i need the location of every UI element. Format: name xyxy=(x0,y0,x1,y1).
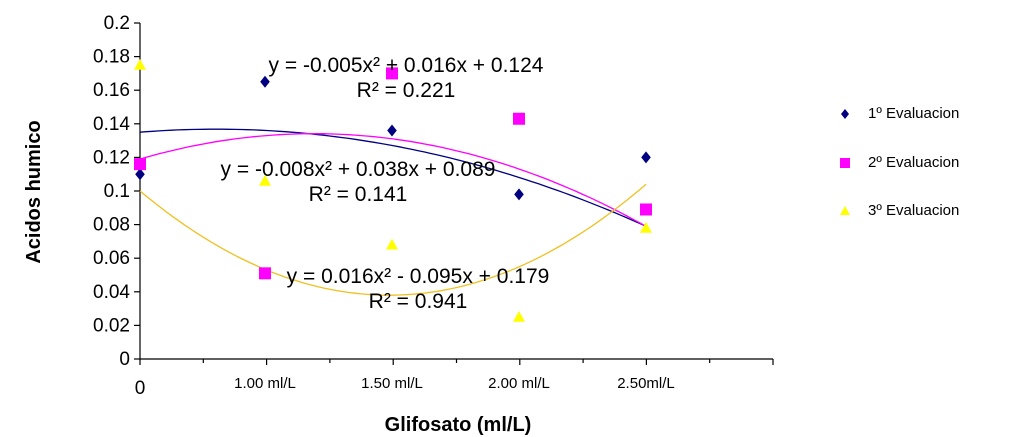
data-point-series-2 xyxy=(386,67,398,80)
data-point-series-3 xyxy=(259,174,271,186)
trendline-series-2 xyxy=(139,133,647,227)
trend-equation-series-3: y = 0.016x² - 0.095x + 0.179 xyxy=(287,265,550,288)
data-point-series-3 xyxy=(386,238,398,250)
data-point-series-1 xyxy=(514,188,524,201)
data-point-series-1 xyxy=(135,168,145,181)
data-point-series-2 xyxy=(513,112,525,125)
data-point-series-3 xyxy=(513,311,525,322)
data-point-series-3 xyxy=(134,59,146,70)
legend: 1º Evaluacion 2º Evaluacion 3º Evaluacion xyxy=(840,105,959,219)
data-points xyxy=(134,59,652,322)
y-tick-label: 0.14 xyxy=(93,114,130,135)
trend-r2-series-1: R² = 0.221 xyxy=(357,79,456,102)
y-tick-label: 0 xyxy=(119,349,130,370)
trend-r2-series-2: R² = 0.141 xyxy=(309,183,408,206)
axes: 0 0.02 0.04 0.06 0.08 0.1 0.12 0.14 0.16 0.18 0.2 0… xyxy=(23,13,774,436)
x-tick-label: 2.00 ml/L xyxy=(488,375,550,392)
data-point-series-2 xyxy=(134,158,146,171)
y-axis-title: Acidos humico xyxy=(23,120,45,263)
trend-equation-series-2: y = -0.008x² + 0.038x + 0.089 xyxy=(221,158,496,181)
legend-label-series-3: 3º Evaluacion xyxy=(868,202,959,219)
data-point-series-1 xyxy=(641,151,651,164)
data-point-series-1 xyxy=(260,75,270,88)
trendlines xyxy=(139,128,647,296)
trend-r2-series-3: R² = 0.941 xyxy=(369,290,468,313)
y-tick-label: 0.06 xyxy=(93,248,130,269)
data-point-series-2 xyxy=(259,267,271,280)
data-point-series-3 xyxy=(640,221,652,233)
x-axis-title: Glifosato (ml/L) xyxy=(385,414,532,436)
legend-label-series-2: 2º Evaluacion xyxy=(868,154,959,171)
y-tick-label: 0.04 xyxy=(93,282,130,303)
x-tick-label: 1.00 ml/L xyxy=(234,375,296,392)
y-tick-label: 0.1 xyxy=(104,181,130,202)
y-tick-label: 0.2 xyxy=(104,13,130,34)
y-tick-label: 0.16 xyxy=(93,80,130,101)
y-tick-label: 0.18 xyxy=(93,47,130,68)
trend-equation-series-1: y = -0.005x² + 0.016x + 0.124 xyxy=(269,54,544,77)
legend-label-series-1: 1º Evaluacion xyxy=(868,105,959,122)
x-tick-label: 1.50 ml/L xyxy=(361,375,423,392)
y-tick-label: 0.12 xyxy=(93,147,130,168)
y-tick-label: 0.02 xyxy=(93,315,130,336)
trendline-series-3 xyxy=(139,183,647,296)
legend-marker-series-1 xyxy=(841,109,849,119)
trendline-series-1 xyxy=(139,128,647,227)
data-point-series-1 xyxy=(387,124,397,137)
x-tick-label: 0 xyxy=(135,378,146,399)
data-point-series-2 xyxy=(640,203,652,216)
x-tick-label: 2.50ml/L xyxy=(617,375,675,392)
legend-marker-series-2 xyxy=(840,158,850,168)
legend-marker-series-3 xyxy=(840,206,850,215)
y-tick-label: 0.08 xyxy=(93,215,130,236)
